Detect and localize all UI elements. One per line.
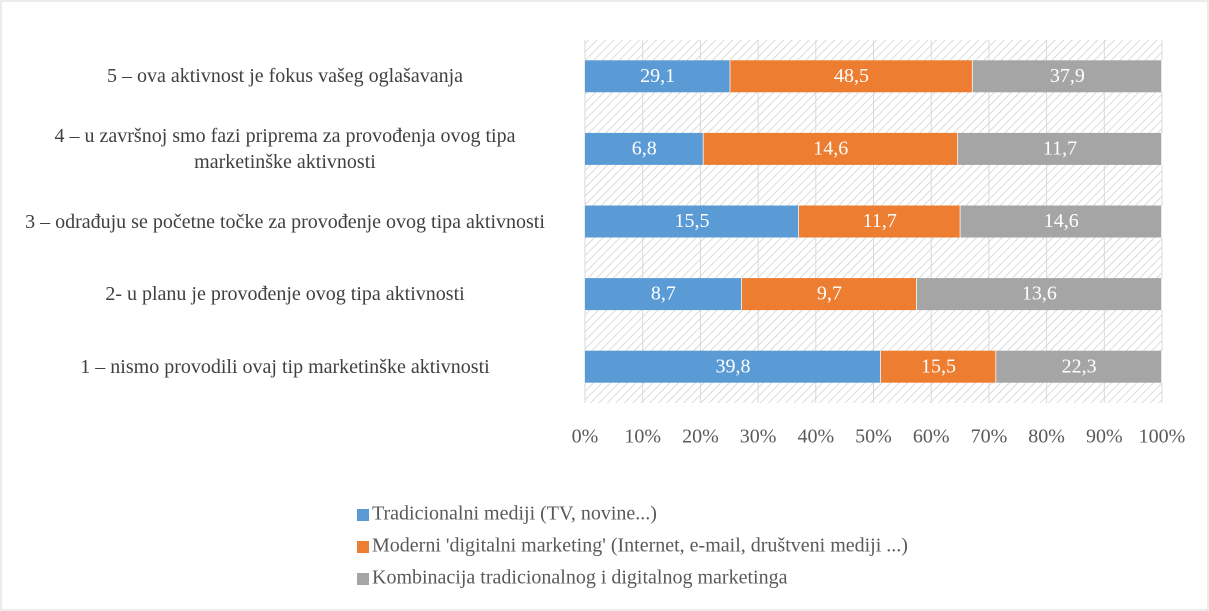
- data-label: 37,9: [1050, 65, 1085, 87]
- x-tick-label: 50%: [855, 426, 892, 448]
- y-tick-label: 2- u planu je provođenje ovog tipa aktiv…: [105, 283, 465, 306]
- y-tick-label: 3 – odrađuju se početne točke za provođe…: [25, 210, 545, 233]
- bar: [880, 350, 997, 383]
- data-label: 48,5: [834, 65, 869, 87]
- x-tick-label: 20%: [682, 426, 719, 448]
- bar: [703, 132, 959, 165]
- legend-swatch: [357, 573, 369, 585]
- bar: [996, 350, 1162, 383]
- x-tick-label: 0%: [572, 426, 599, 448]
- x-tick-label: 60%: [913, 426, 950, 448]
- legend-swatch: [357, 541, 369, 553]
- bar: [585, 205, 799, 238]
- y-tick-label: 4 – u završnoj smo fazi priprema za prov…: [54, 124, 516, 173]
- y-tick-label: 5 – ova aktivnost je fokus vašeg oglašav…: [106, 65, 464, 88]
- bar: [585, 350, 881, 383]
- legend-swatch: [357, 509, 369, 521]
- data-label: 9,7: [817, 283, 842, 305]
- x-tick-label: 70%: [971, 426, 1008, 448]
- y-tick-label: 1 – nismo provodili ovaj tip marketinške…: [80, 355, 490, 378]
- data-label: 13,6: [1022, 283, 1057, 305]
- data-label: 11,7: [1043, 137, 1077, 159]
- data-label: 15,5: [674, 210, 709, 232]
- x-tick-label: 30%: [740, 426, 777, 448]
- bar: [730, 60, 973, 93]
- x-tick-label: 10%: [624, 426, 661, 448]
- bar: [960, 205, 1162, 238]
- bar: [972, 60, 1162, 93]
- data-label: 29,1: [640, 65, 675, 87]
- data-label: 6,8: [632, 137, 657, 159]
- data-label: 22,3: [1062, 355, 1097, 377]
- bar: [585, 60, 731, 93]
- bar: [916, 278, 1162, 311]
- data-label: 14,6: [813, 137, 848, 159]
- data-label: 14,6: [1044, 210, 1079, 232]
- x-tick-label: 80%: [1028, 426, 1065, 448]
- x-tick-label: 90%: [1086, 426, 1123, 448]
- bar: [585, 132, 704, 165]
- legend-label: Kombinacija tradicionalnog i digitalnog …: [372, 567, 788, 589]
- data-label: 11,7: [863, 210, 897, 232]
- legend-label: Moderni 'digitalni marketing' (Internet,…: [372, 535, 908, 557]
- bar: [741, 278, 917, 311]
- legend-label: Tradicionalni mediji (TV, novine...): [372, 503, 657, 525]
- bar: [585, 278, 742, 311]
- x-tick-label: 100%: [1139, 426, 1186, 448]
- data-label: 39,8: [715, 355, 750, 377]
- bar: [958, 132, 1162, 165]
- data-label: 8,7: [651, 283, 676, 305]
- x-tick-label: 40%: [797, 426, 834, 448]
- data-label: 15,5: [921, 355, 956, 377]
- bar: [798, 205, 961, 238]
